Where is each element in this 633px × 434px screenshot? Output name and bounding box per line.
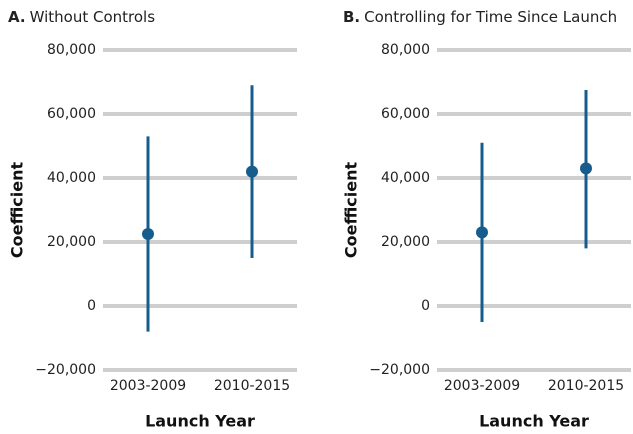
y-tick-label: 40,000 [47, 170, 96, 186]
y-tick-label: 0 [87, 298, 96, 314]
y-tick-label: 0 [421, 298, 430, 314]
x-axis-label: Launch Year [479, 412, 589, 431]
y-axis-label: Coefficient [8, 162, 27, 259]
panel-title: A. Without Controls [8, 8, 155, 26]
y-tick-label: 20,000 [381, 234, 430, 250]
point [246, 165, 258, 178]
panel-title-text: Without Controls [30, 8, 156, 26]
point [142, 228, 154, 240]
y-tick-label: 40,000 [381, 170, 430, 186]
panel-label: A. [8, 8, 26, 26]
point [476, 226, 488, 239]
y-tick-label: 60,000 [47, 106, 96, 122]
y-tick-label: 60,000 [381, 106, 430, 122]
x-axis-label: Launch Year [145, 412, 255, 431]
panel-title: B. Controlling for Time Since Launch [343, 8, 617, 26]
y-axis-label: Coefficient [342, 162, 361, 259]
y-tick-label: −20,000 [369, 362, 430, 378]
panel-title-text: Controlling for Time Since Launch [364, 8, 617, 26]
y-tick-label: −20,000 [35, 362, 96, 378]
y-tick-label: 20,000 [47, 234, 96, 250]
x-tick-label: 2010-2015 [214, 378, 290, 394]
panel-label: B. [343, 8, 360, 26]
x-tick-label: 2003-2009 [444, 378, 520, 394]
x-tick-label: 2003-2009 [110, 378, 186, 394]
y-tick-label: 80,000 [381, 42, 430, 58]
point [580, 162, 592, 175]
x-tick-label: 2010-2015 [548, 378, 624, 394]
y-tick-label: 80,000 [47, 42, 96, 58]
